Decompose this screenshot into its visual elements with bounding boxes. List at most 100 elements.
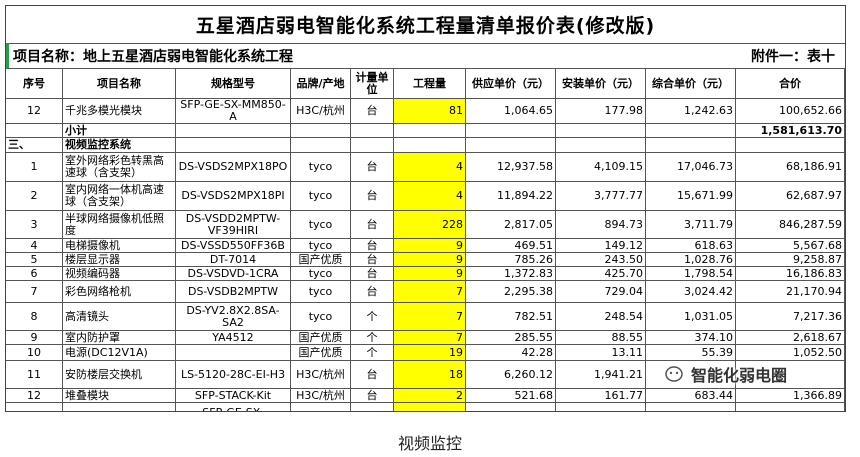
- cell: 1: [6, 153, 63, 182]
- cell: 248.54: [556, 303, 646, 331]
- cell: DS-VSDS2MPX18PI: [176, 182, 291, 211]
- cell: 9,258.87: [736, 253, 845, 267]
- cell: DS-VSDB2MPTW: [176, 281, 291, 303]
- cell: 4: [394, 153, 466, 182]
- cell: [646, 361, 736, 389]
- cell: 9: [394, 267, 466, 281]
- cell: 2,618.67: [736, 331, 845, 345]
- cell: 17,046.73: [646, 153, 736, 182]
- cell: tyco: [291, 211, 351, 239]
- cell: 室内防护罩: [63, 331, 176, 345]
- cell: 台: [351, 281, 394, 303]
- cell: 7: [394, 303, 466, 331]
- cell: 8: [6, 303, 63, 331]
- cell: SFP-STACK-Kit: [176, 389, 291, 403]
- cell: 电梯摄像机: [63, 239, 176, 253]
- cell: [556, 403, 646, 411]
- cell: [466, 138, 556, 153]
- cell: 68,186.91: [736, 153, 845, 182]
- cell: tyco: [291, 239, 351, 253]
- cell: 视频监控系统: [63, 138, 176, 153]
- project-row: 项目名称：地上五星酒店弱电智能化系统工程 附件一：表十: [6, 43, 845, 69]
- cell: [736, 361, 845, 389]
- cell: 11: [6, 361, 63, 389]
- cell: SFP-GE-SX-: [176, 403, 291, 411]
- cell: 12: [6, 389, 63, 403]
- cell: 2,295.38: [466, 281, 556, 303]
- cell: 视频编码器: [63, 267, 176, 281]
- cell: 室内网络一体机高速球（含支架）: [63, 182, 176, 211]
- cell: 台: [351, 211, 394, 239]
- cell: 堆叠模块: [63, 389, 176, 403]
- cell: LS-5120-28C-EI-H3: [176, 361, 291, 389]
- cell: 室外网络彩色转黑高速球（含支架）: [63, 153, 176, 182]
- cell: [736, 403, 845, 411]
- cell: 台: [351, 361, 394, 389]
- cell: 10: [6, 345, 63, 361]
- cell: [646, 124, 736, 138]
- cell: YA4512: [176, 331, 291, 345]
- cell: 21,170.94: [736, 281, 845, 303]
- cell: 2: [394, 389, 466, 403]
- cell: 7,217.36: [736, 303, 845, 331]
- cell: 楼层显示器: [63, 253, 176, 267]
- cell: SFP-GE-SX-MM850-A: [176, 99, 291, 124]
- cell: 9: [394, 239, 466, 253]
- cell: 1,372.83: [466, 267, 556, 281]
- cell: 42.28: [466, 345, 556, 361]
- cell: 729.04: [556, 281, 646, 303]
- cell: [176, 124, 291, 138]
- cell: 台: [351, 182, 394, 211]
- cell: 100,652.66: [736, 99, 845, 124]
- cell: 三、: [6, 138, 63, 153]
- cell: 安防楼层交换机: [63, 361, 176, 389]
- cell: [736, 138, 845, 153]
- caption: 视频监控: [397, 434, 462, 453]
- watermark-icon: [665, 366, 683, 382]
- cell: DS-VSDS2MPX18PO: [176, 153, 291, 182]
- cell: 7: [394, 331, 466, 345]
- cell: 683.44: [646, 389, 736, 403]
- cell: 88.55: [556, 331, 646, 345]
- cell: [291, 124, 351, 138]
- cell: 计量单位: [351, 69, 394, 99]
- cell: 供应单价（元）: [466, 69, 556, 99]
- cell: H3C/杭州: [291, 99, 351, 124]
- cell: 149.12: [556, 239, 646, 253]
- cell: 12,937.58: [466, 153, 556, 182]
- cell: 个: [351, 303, 394, 331]
- cell: [351, 124, 394, 138]
- cell: 综合单价（元）: [646, 69, 736, 99]
- cell: 19: [394, 345, 466, 361]
- cell: tyco: [291, 182, 351, 211]
- cell: 台: [351, 239, 394, 253]
- cell: 4: [6, 239, 63, 253]
- cell: 6: [6, 267, 63, 281]
- cell: 1,798.54: [646, 267, 736, 281]
- cell: 243.50: [556, 253, 646, 267]
- cell: 4,109.15: [556, 153, 646, 182]
- cell: 782.51: [466, 303, 556, 331]
- cell: 规格型号: [176, 69, 291, 99]
- cell: 81: [394, 99, 466, 124]
- cell: 1,028.76: [646, 253, 736, 267]
- cell: 1,941.21: [556, 361, 646, 389]
- cell: 品牌/产地: [291, 69, 351, 99]
- cell: [466, 403, 556, 411]
- cell: 7: [394, 281, 466, 303]
- cell: 1,064.65: [466, 99, 556, 124]
- cell: 电源(DC12V1A): [63, 345, 176, 361]
- cell: 12: [6, 99, 63, 124]
- cell: 521.68: [466, 389, 556, 403]
- cell: 小计: [63, 124, 176, 138]
- cell: 62,687.97: [736, 182, 845, 211]
- cell: 台: [351, 153, 394, 182]
- cell: [6, 403, 63, 411]
- watermark-text: 智能化弱电圈: [691, 366, 788, 385]
- cell: 高清镜头: [63, 303, 176, 331]
- cell: [6, 124, 63, 138]
- cell: 618.63: [646, 239, 736, 253]
- cell: [394, 403, 466, 411]
- cell: [556, 124, 646, 138]
